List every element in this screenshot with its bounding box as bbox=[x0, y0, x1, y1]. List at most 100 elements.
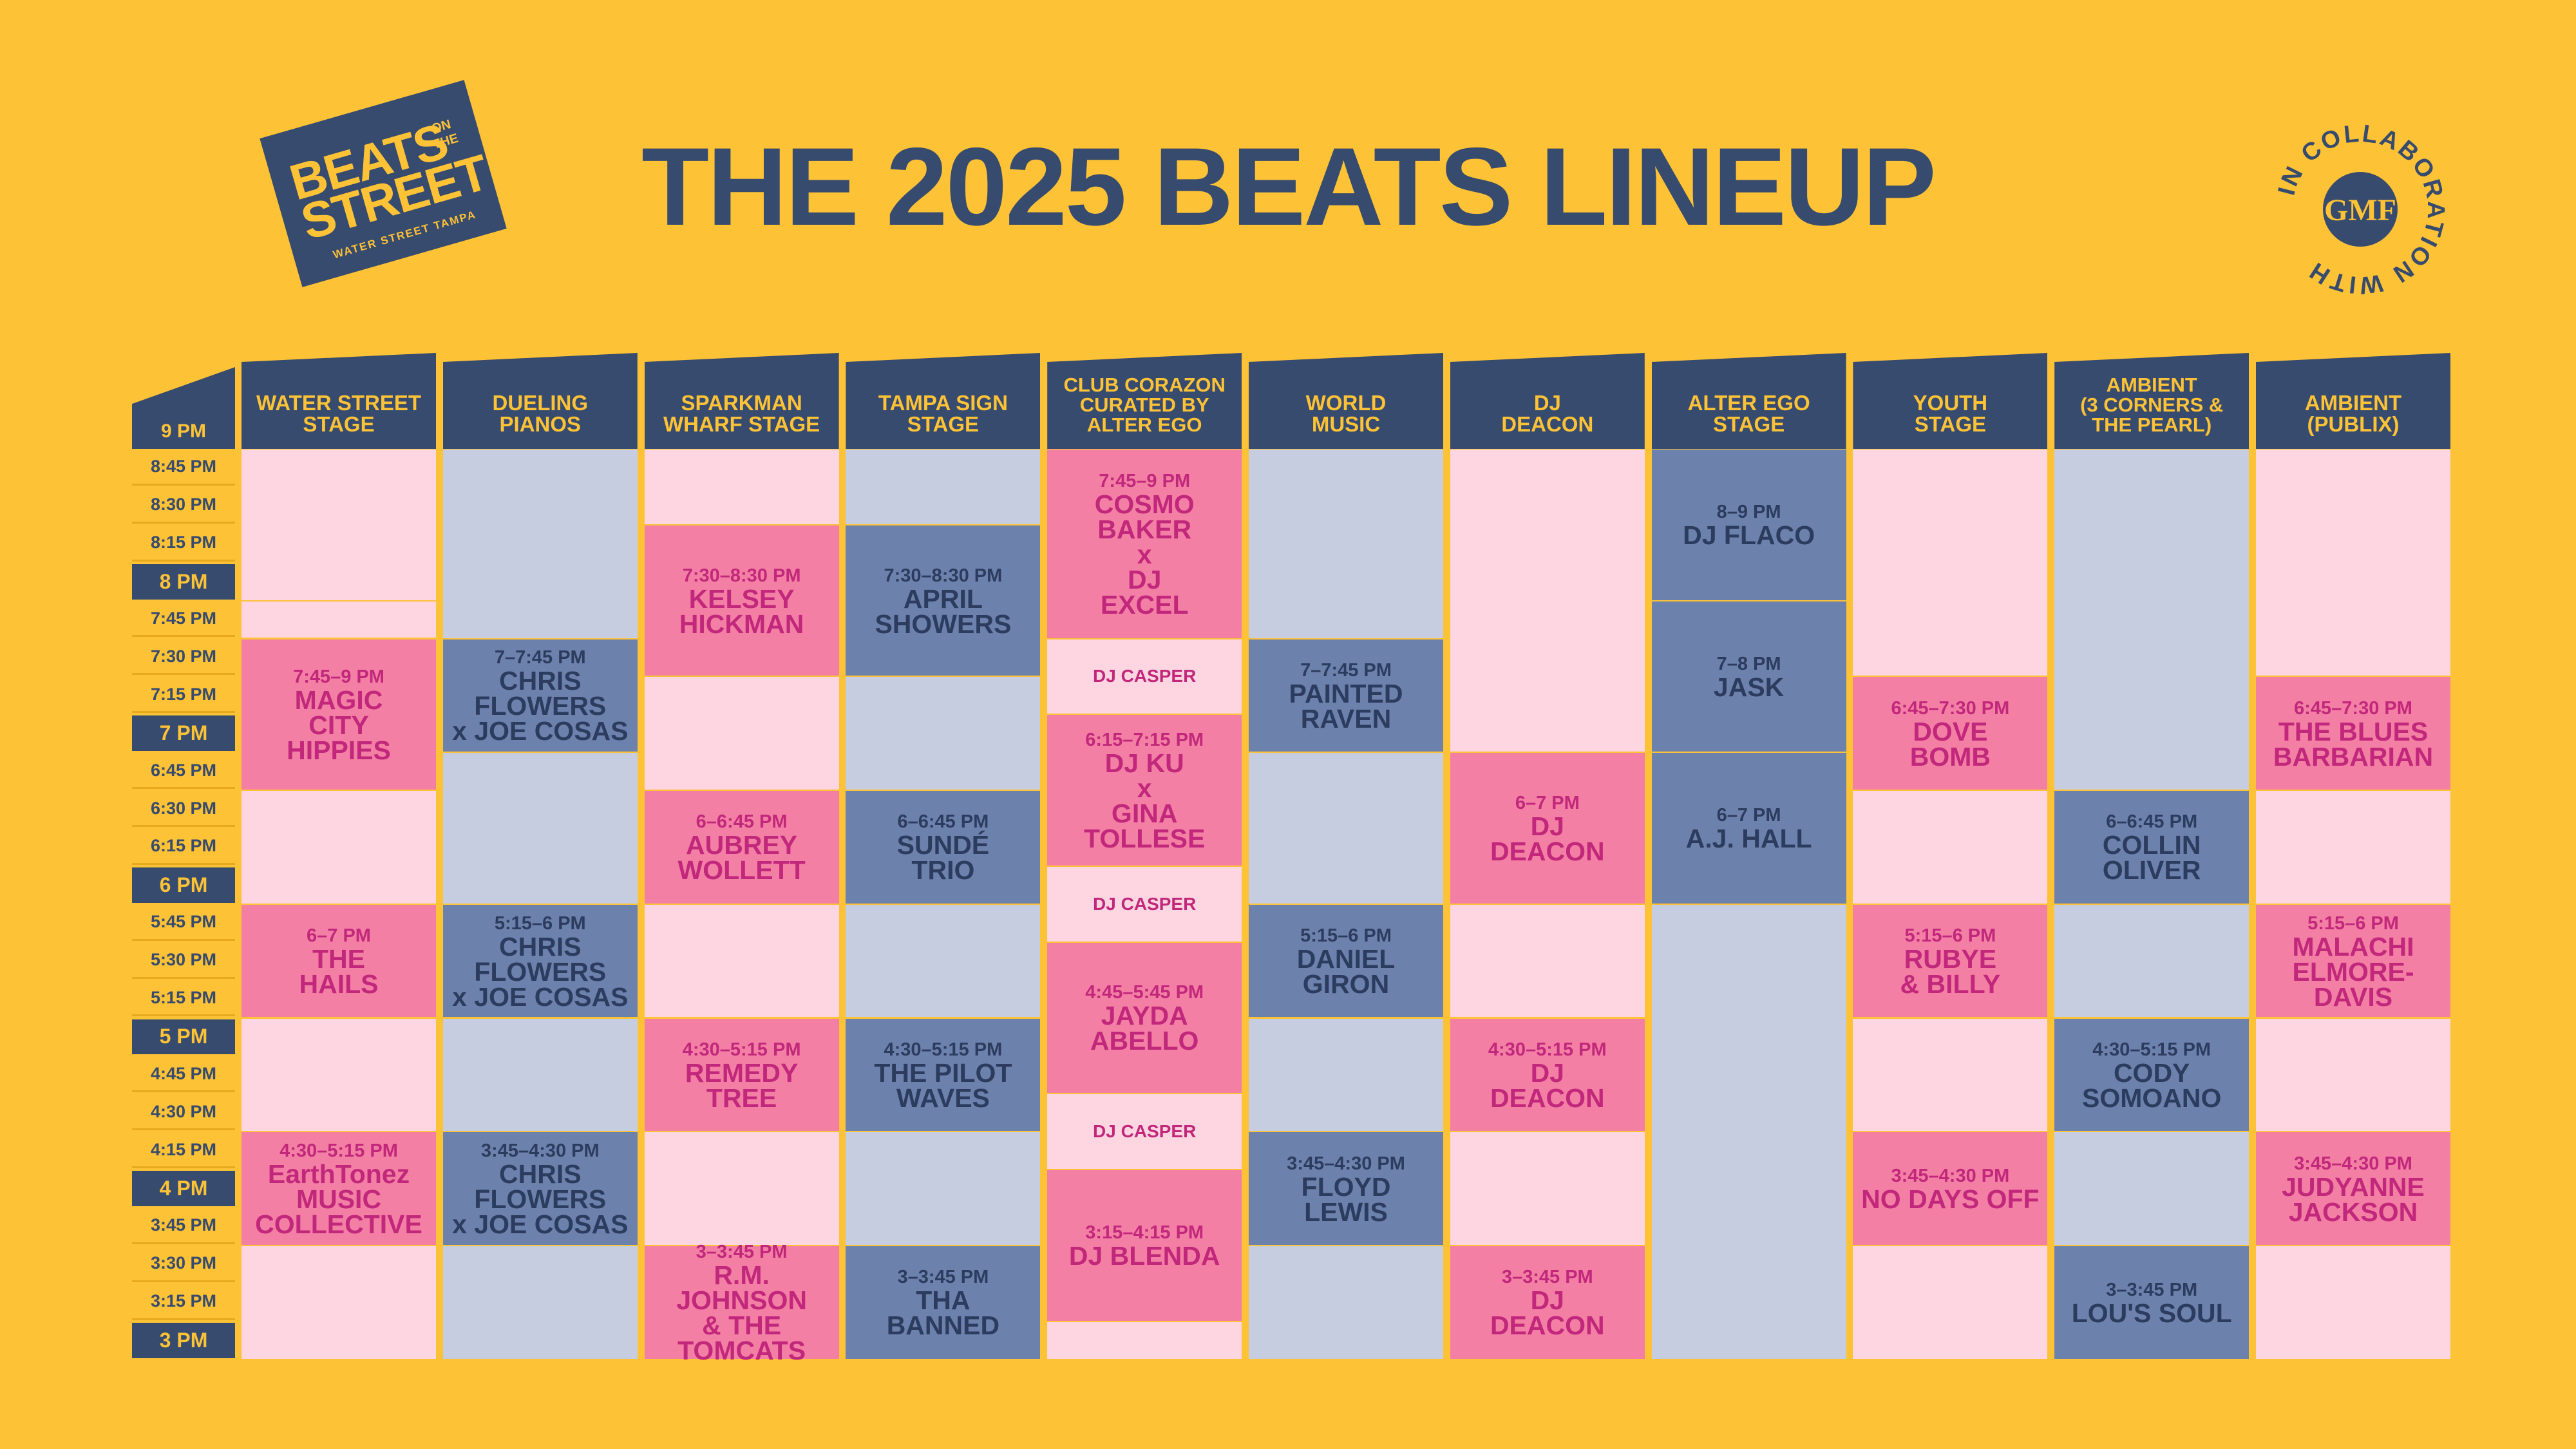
time-label: 3:45 PM bbox=[132, 1209, 235, 1244]
open-time-block bbox=[1249, 753, 1443, 904]
time-label: 5:30 PM bbox=[132, 943, 235, 979]
time-label: 8:15 PM bbox=[132, 526, 235, 562]
performance-block: 7:30–8:30 PM KELSEY HICKMAN bbox=[644, 525, 839, 676]
performer-name: A.J. HALL bbox=[1685, 824, 1812, 854]
performer-name: PAINTED RAVEN bbox=[1289, 678, 1403, 734]
stage-header-line: STAGE bbox=[1712, 412, 1785, 436]
performer-name: SUNDÉ TRIO bbox=[896, 830, 990, 886]
performer-name: MAGIC CITY HIPPIES bbox=[287, 685, 391, 765]
performer-name: DJ KU x GINA TOLLESE bbox=[1084, 748, 1206, 854]
performer-name: JASK bbox=[1713, 672, 1785, 702]
performance-block: 5:15–6 PM DANIEL GIRON bbox=[1249, 904, 1443, 1018]
performance-block: 6–7 PM THE HAILS bbox=[242, 904, 436, 1018]
performance-time: 3:45–4:30 PM bbox=[1287, 1153, 1405, 1174]
open-time-block bbox=[2256, 1018, 2450, 1132]
performer-name: CHRIS FLOWERS x JOE COSAS bbox=[452, 931, 629, 1012]
performance-time: 5:15–6 PM bbox=[1904, 925, 1996, 947]
performance-block: 3:45–4:30 PM JUDYANNE JACKSON bbox=[2256, 1132, 2450, 1245]
open-time-block bbox=[1047, 1321, 1242, 1359]
open-time-block bbox=[442, 1018, 638, 1132]
open-time-block bbox=[1853, 1018, 2048, 1132]
performer-name: LOU'S SOUL bbox=[2071, 1298, 2232, 1328]
performer-name: DOVE BOMB bbox=[1909, 716, 1991, 772]
stage-header-line: SPARKMAN bbox=[681, 391, 802, 415]
performer-name: CODY SOMOANO bbox=[2081, 1057, 2222, 1113]
stage-header: TAMPA SIGN STAGE bbox=[846, 353, 1041, 449]
performer-name: DJ BLENDA bbox=[1068, 1241, 1220, 1271]
performance-block: 8–9 PM DJ FLACO bbox=[1651, 450, 1846, 600]
stage-header-line: DEACON bbox=[1501, 412, 1594, 436]
performer-name: DJ DEACON bbox=[1490, 1057, 1605, 1113]
collab-mark-text: GMF bbox=[2324, 193, 2396, 227]
performance-time: 3–3:45 PM bbox=[897, 1267, 989, 1288]
time-label: 8 PM bbox=[132, 564, 235, 600]
stage-header: AMBIENT (PUBLIX) bbox=[2256, 353, 2450, 449]
performance-time: 6–6:45 PM bbox=[897, 811, 989, 833]
time-label: 4:30 PM bbox=[132, 1095, 235, 1131]
stage-header-line: TAMPA SIGN bbox=[878, 391, 1008, 415]
stage-header: ALTER EGO STAGE bbox=[1651, 353, 1846, 449]
time-label: 7:15 PM bbox=[132, 677, 235, 714]
time-label: 5:15 PM bbox=[132, 981, 235, 1017]
performance-block: 3–3:45 PM R.M. JOHNSON & THE TOMCATS bbox=[644, 1242, 839, 1364]
time-label: 8:30 PM bbox=[132, 488, 235, 524]
performance-time: 3:45–4:30 PM bbox=[480, 1141, 600, 1162]
open-time-block bbox=[242, 1018, 436, 1132]
time-label: 3:30 PM bbox=[132, 1247, 235, 1282]
performance-time: 7:45–9 PM bbox=[293, 666, 384, 687]
performer-name: THE PILOT WAVES bbox=[874, 1057, 1012, 1113]
stage-header-line: DUELING bbox=[492, 391, 589, 415]
open-time-block bbox=[1249, 450, 1443, 638]
performance-block: 6–7 PM A.J. HALL bbox=[1651, 753, 1846, 904]
stage-header-line: (PUBLIX) bbox=[2307, 412, 2400, 436]
open-time-block bbox=[442, 1245, 638, 1359]
performance-block: 3:15–4:15 PM DJ BLENDA bbox=[1047, 1170, 1242, 1321]
stage-header-line: THE PEARL) bbox=[2092, 413, 2212, 436]
stage-header-line: ALTER EGO bbox=[1086, 413, 1202, 436]
performer-name: THA BANNED bbox=[886, 1285, 1000, 1341]
time-label: 7:30 PM bbox=[132, 640, 235, 676]
performance-time: 4:30–5:15 PM bbox=[1488, 1039, 1607, 1060]
stage-header-line: WATER STREET bbox=[256, 391, 422, 415]
performance-block: 7–8 PM JASK bbox=[1651, 601, 1846, 752]
open-time-block bbox=[1249, 1245, 1443, 1359]
performance-time: 8–9 PM bbox=[1716, 502, 1781, 523]
open-time-block bbox=[2054, 450, 2249, 790]
time-label: 5 PM bbox=[132, 1019, 235, 1055]
time-label: 4:45 PM bbox=[132, 1057, 235, 1093]
time-label: 5:45 PM bbox=[132, 905, 235, 941]
performance-time: 4:30–5:15 PM bbox=[2092, 1039, 2211, 1060]
performance-block: 4:45–5:45 PM JAYDA ABELLO bbox=[1047, 942, 1242, 1094]
performance-time: 4:30–5:15 PM bbox=[884, 1039, 1003, 1060]
performance-block: 3:45–4:30 PM NO DAYS OFF bbox=[1853, 1132, 2048, 1245]
performer-name: REMEDY TREE bbox=[685, 1057, 799, 1113]
performance-time: 7–8 PM bbox=[1716, 653, 1781, 674]
stage-header: CLUB CORAZON CURATED BY ALTER EGO bbox=[1047, 353, 1242, 449]
performance-block: 6–7 PM DJ DEACON bbox=[1450, 753, 1645, 904]
performer-name: COSMO BAKER x DJ EXCEL bbox=[1094, 489, 1195, 620]
performance-block: 6–6:45 PM AUBREY WOLLETT bbox=[644, 791, 839, 904]
performance-time: 3–3:45 PM bbox=[1501, 1267, 1593, 1288]
open-time-block bbox=[1450, 450, 1645, 752]
stage-header-line: MUSIC bbox=[1311, 412, 1381, 436]
performance-time: 6:15–7:15 PM bbox=[1085, 730, 1204, 751]
performance-time: 5:15–6 PM bbox=[2307, 913, 2399, 934]
stage-header-line: DJ bbox=[1533, 391, 1561, 415]
performance-block: 7:45–9 PM MAGIC CITY HIPPIES bbox=[242, 639, 436, 790]
stage-header-line: STAGE bbox=[907, 412, 979, 436]
stage-header-line: CURATED BY bbox=[1079, 393, 1209, 416]
performer-name: DJ DEACON bbox=[1490, 1285, 1605, 1341]
stage-header-line: STAGE bbox=[1914, 412, 1986, 436]
performance-block: 6–6:45 PM SUNDÉ TRIO bbox=[846, 791, 1041, 904]
performance-block: 6–6:45 PM COLLIN OLIVER bbox=[2054, 791, 2249, 904]
performer-name: THE BLUES BARBARIAN bbox=[2273, 716, 2434, 772]
performer-name: EarthTonez MUSIC COLLECTIVE bbox=[255, 1159, 422, 1240]
stage-header-line: (3 CORNERS & bbox=[2080, 393, 2224, 416]
performer-name: DJ DEACON bbox=[1490, 811, 1605, 866]
stage-header-line: WHARF STAGE bbox=[663, 412, 820, 436]
stage-header-line: PIANOS bbox=[499, 412, 582, 436]
performance-block: 4:30–5:15 PM THE PILOT WAVES bbox=[846, 1018, 1041, 1132]
time-label: 6:30 PM bbox=[132, 791, 235, 827]
collab-mark-circle bbox=[2323, 172, 2398, 247]
